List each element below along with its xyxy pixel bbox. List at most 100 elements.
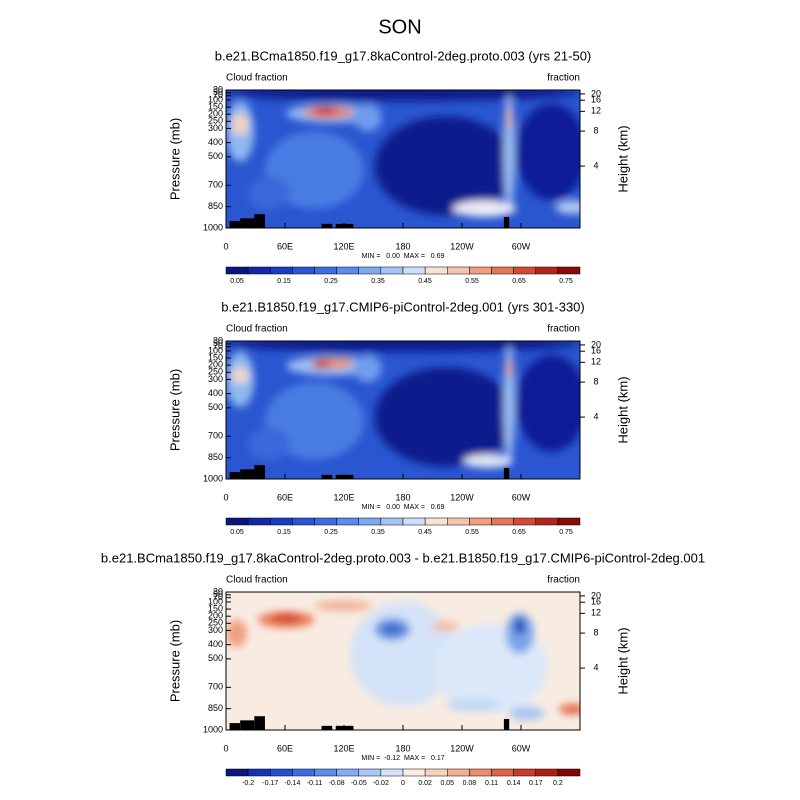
y-tick-label: 50 bbox=[213, 87, 223, 97]
left-label: Cloud fraction bbox=[226, 73, 288, 84]
field-blob bbox=[516, 354, 580, 452]
y2-tick-label: 4 bbox=[593, 411, 598, 421]
y-tick-label: 400 bbox=[208, 137, 223, 147]
y-tick-label: 200 bbox=[208, 611, 223, 621]
field-blob bbox=[385, 625, 400, 634]
colorbar-box bbox=[270, 266, 293, 275]
y2-tick-label: 20 bbox=[591, 590, 601, 600]
field-blob bbox=[445, 698, 503, 713]
y-tick-label: 150 bbox=[208, 603, 223, 613]
x-tick-label: 60E bbox=[277, 492, 293, 502]
y-tick-label: 150 bbox=[208, 352, 223, 362]
colorbar-box bbox=[402, 768, 426, 777]
colorbar-box bbox=[292, 266, 315, 275]
colorbar-label: -0.11 bbox=[307, 780, 323, 787]
colorbar-label: 0.75 bbox=[559, 529, 573, 536]
y-axis-label: Pressure (mb) bbox=[167, 369, 182, 451]
contour-field bbox=[226, 90, 580, 228]
colorbar-box bbox=[535, 768, 559, 777]
panel-title: b.e21.BCma1850.f19_g17.8kaControl-2deg.p… bbox=[215, 48, 592, 63]
colorbar-label: 0 bbox=[401, 780, 405, 787]
colorbar-box bbox=[380, 266, 404, 275]
y-tick-label: 30 bbox=[213, 335, 223, 345]
colorbar-label: 0.25 bbox=[324, 278, 338, 285]
y-tick-label: 850 bbox=[208, 703, 223, 713]
y-tick-label: 700 bbox=[208, 180, 223, 190]
y-tick-label: 50 bbox=[213, 589, 223, 599]
colorbar-box bbox=[402, 266, 426, 275]
y-tick-label: 500 bbox=[208, 653, 223, 663]
field-blob bbox=[505, 106, 513, 129]
colorbar-box bbox=[247, 768, 271, 777]
y-tick-label: 850 bbox=[208, 452, 223, 462]
x-tick-label: 120W bbox=[450, 743, 474, 753]
x-tick-label: 120W bbox=[450, 241, 474, 251]
stats: MIN = 0.00 MAX = 0.69 bbox=[362, 253, 445, 260]
x-tick-label: 0 bbox=[223, 743, 228, 753]
x-tick-label: 60W bbox=[512, 492, 531, 502]
y-tick-label: 70 bbox=[213, 90, 223, 100]
colorbar-box bbox=[292, 517, 315, 526]
topography bbox=[240, 720, 255, 730]
topography bbox=[335, 725, 354, 730]
topography bbox=[321, 474, 333, 479]
y-tick-label: 300 bbox=[208, 374, 223, 384]
y-tick-label: 30 bbox=[213, 84, 223, 94]
y2-tick-label: 16 bbox=[591, 346, 601, 356]
field-blobs bbox=[226, 341, 580, 468]
x-tick-label: 120W bbox=[450, 492, 474, 502]
colorbar-label: 0.08 bbox=[463, 780, 477, 787]
y-tick-label: 1000 bbox=[203, 724, 223, 734]
y-tick-label: 500 bbox=[208, 151, 223, 161]
field-blob bbox=[247, 176, 290, 211]
y2-tick-label: 4 bbox=[593, 662, 598, 672]
topography bbox=[254, 214, 265, 228]
colorbar-box bbox=[557, 266, 581, 275]
y-tick-label: 850 bbox=[208, 201, 223, 211]
x-tick-label: 60W bbox=[512, 743, 531, 753]
field-blob bbox=[463, 454, 513, 468]
colorbar-box bbox=[513, 517, 536, 526]
x-tick-label: 120E bbox=[333, 743, 354, 753]
field-blob bbox=[431, 620, 460, 633]
y-axis-label: Pressure (mb) bbox=[167, 118, 182, 200]
colorbar-box bbox=[336, 517, 359, 526]
field-blob bbox=[555, 200, 580, 215]
colorbar-label: 0.25 bbox=[324, 529, 338, 536]
colorbar-box bbox=[424, 768, 448, 777]
figure-title: SON bbox=[378, 16, 421, 38]
colorbar-box bbox=[469, 517, 492, 526]
x-tick-label: 120E bbox=[333, 492, 354, 502]
colorbar-label: 0.45 bbox=[418, 529, 432, 536]
y-tick-label: 300 bbox=[208, 123, 223, 133]
x-tick-label: 0 bbox=[223, 492, 228, 502]
colorbar-label: 0.35 bbox=[371, 278, 385, 285]
y2-axis-label: Height (km) bbox=[615, 125, 630, 192]
colorbar-label: 0.45 bbox=[418, 278, 432, 285]
field-blob bbox=[226, 341, 580, 353]
colorbar-box bbox=[314, 266, 337, 275]
colorbar-box bbox=[491, 768, 514, 777]
colorbar-box bbox=[314, 517, 337, 526]
topography bbox=[321, 725, 333, 730]
y-tick-label: 1000 bbox=[203, 473, 223, 483]
colorbar-label: 0.15 bbox=[277, 529, 291, 536]
colorbar-label: 0.11 bbox=[485, 780, 498, 787]
colorbar-box bbox=[270, 768, 293, 777]
y2-tick-label: 16 bbox=[591, 95, 601, 105]
field-blob bbox=[264, 382, 365, 460]
y-tick-label: 300 bbox=[208, 625, 223, 635]
field-blob bbox=[509, 706, 545, 721]
right-label: fraction bbox=[547, 575, 580, 586]
left-label: Cloud fraction bbox=[226, 575, 288, 586]
colorbar-label: 0.75 bbox=[559, 278, 573, 285]
right-label: fraction bbox=[547, 324, 580, 335]
y2-tick-label: 8 bbox=[593, 627, 598, 637]
y-tick-label: 400 bbox=[208, 388, 223, 398]
colorbar-box bbox=[380, 768, 404, 777]
y-tick-label: 200 bbox=[208, 360, 223, 370]
y2-tick-label: 20 bbox=[591, 339, 601, 349]
left-label: Cloud fraction bbox=[226, 324, 288, 335]
y-tick-label: 150 bbox=[208, 101, 223, 111]
colorbar-label: -0.2 bbox=[242, 780, 254, 787]
